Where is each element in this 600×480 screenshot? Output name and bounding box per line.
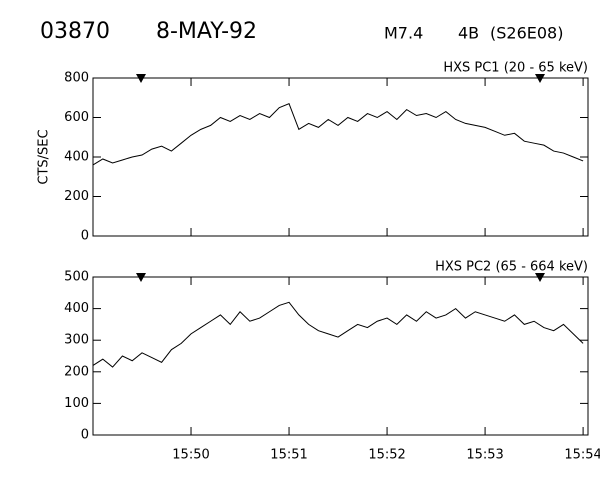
x-tick-label: 15:50 — [172, 448, 209, 463]
y-tick-label: 100 — [64, 396, 89, 411]
y-axis-label: CTS/SEC — [37, 129, 52, 184]
y-tick-label: 0 — [81, 428, 89, 443]
data-line — [92, 103, 584, 166]
panel-label: HXS PC1 (20 - 65 keV) — [443, 61, 588, 76]
plot-frame — [92, 77, 589, 237]
panel-label: HXS PC2 (65 - 664 keV) — [435, 260, 588, 275]
y-tick-label: 800 — [64, 71, 89, 86]
x-tick-label: 15:53 — [466, 448, 503, 463]
y-tick-label: 200 — [64, 364, 89, 379]
x-tick-label: 15:51 — [270, 448, 307, 463]
x-tick-label: 15:54 — [564, 448, 600, 463]
y-tick-label: 300 — [64, 333, 89, 348]
location: (S26E08) — [490, 24, 563, 43]
event-id: 03870 — [40, 19, 110, 44]
y-tick-label: 400 — [64, 301, 89, 316]
y-tick-label: 0 — [81, 229, 89, 244]
y-tick-label: 600 — [64, 110, 89, 125]
x-tick-label: 15:52 — [368, 448, 405, 463]
data-line — [92, 301, 584, 368]
event-date: 8-MAY-92 — [156, 19, 257, 44]
y-tick-label: 400 — [64, 150, 89, 165]
importance: 4B — [458, 24, 479, 43]
y-tick-label: 500 — [64, 270, 89, 285]
plot-frame — [92, 276, 589, 436]
y-tick-label: 200 — [64, 189, 89, 204]
flare-class: M7.4 — [384, 24, 423, 43]
